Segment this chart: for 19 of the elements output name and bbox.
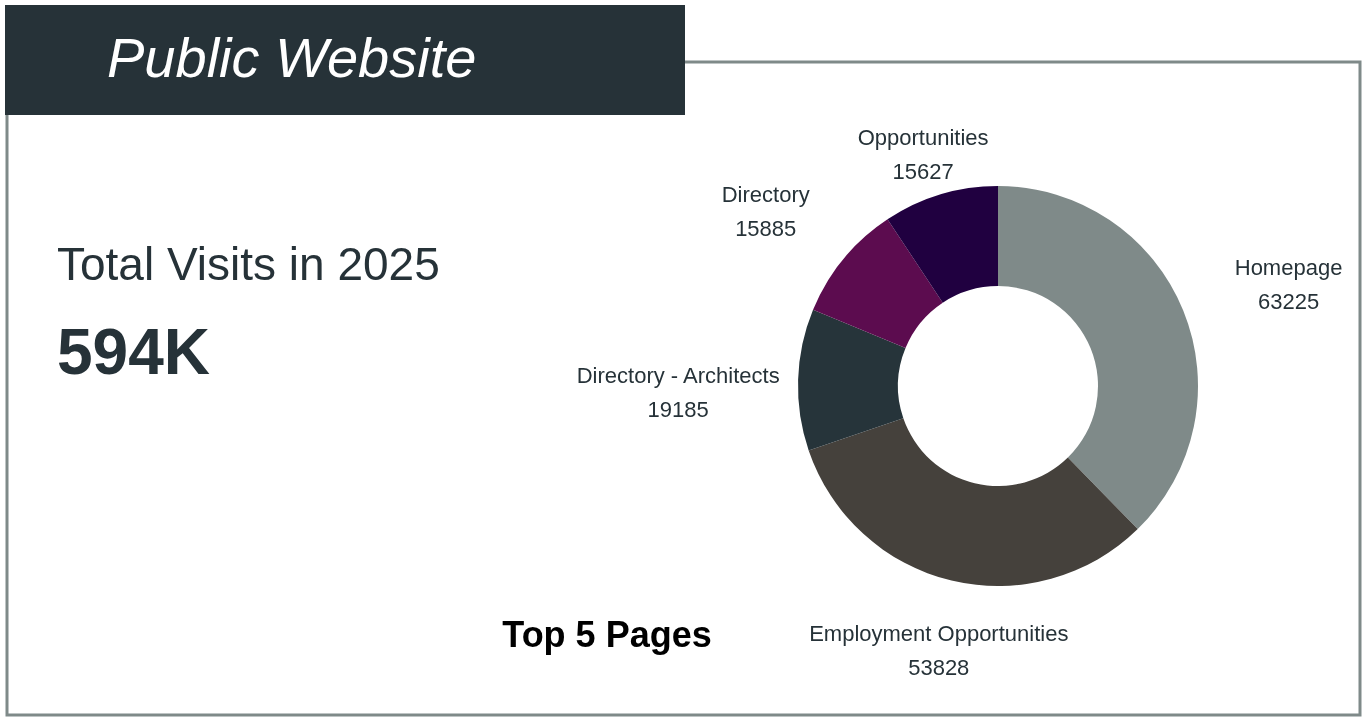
text: 594K — [57, 316, 210, 388]
data-label: 15885 — [735, 216, 797, 242]
slice-label: Opportunities — [857, 124, 989, 150]
slice-label: Directory — [721, 182, 810, 208]
slice-label: Homepage — [1234, 254, 1343, 280]
donut-slice — [887, 186, 998, 303]
data-label: 53828 — [908, 654, 970, 680]
donut-slice — [813, 219, 943, 348]
slice-label: Directory - Architects — [576, 363, 780, 389]
donut-slice — [998, 186, 1198, 530]
chart-title: Public Website — [107, 26, 477, 89]
data-label: 63225 — [1257, 288, 1320, 314]
donut-slice — [808, 418, 1138, 586]
donut-slice — [798, 309, 906, 451]
text: Total Visits in 2025 — [57, 238, 440, 290]
data-label: 19185 — [647, 397, 709, 423]
data-label: 15627 — [892, 158, 954, 184]
slice-label: Employment Opportunities — [809, 620, 1069, 646]
text: Top 5 Pages — [502, 614, 712, 655]
